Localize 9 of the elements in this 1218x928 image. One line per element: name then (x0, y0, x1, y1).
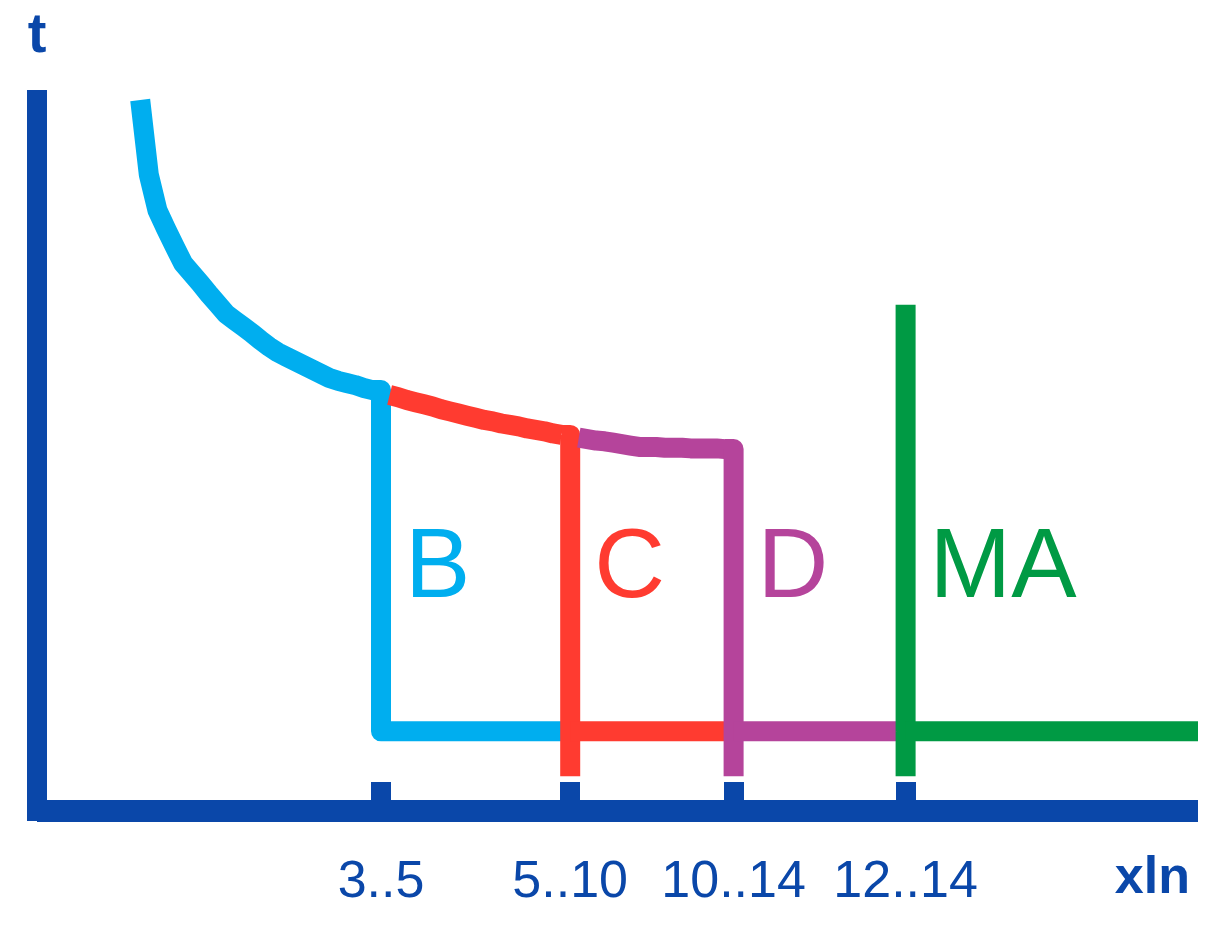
x-tick-label: 5..10 (512, 850, 629, 908)
x-tick-label: 12..14 (833, 850, 978, 908)
series-label: MA (929, 507, 1078, 618)
x-tick-label: 3..5 (337, 850, 425, 908)
series-label: D (757, 507, 829, 618)
y-axis-title: t (27, 0, 47, 64)
x-tick-label: 10..14 (661, 850, 806, 908)
series-label: C (594, 507, 665, 618)
x-axis-title: xln (1114, 846, 1190, 904)
